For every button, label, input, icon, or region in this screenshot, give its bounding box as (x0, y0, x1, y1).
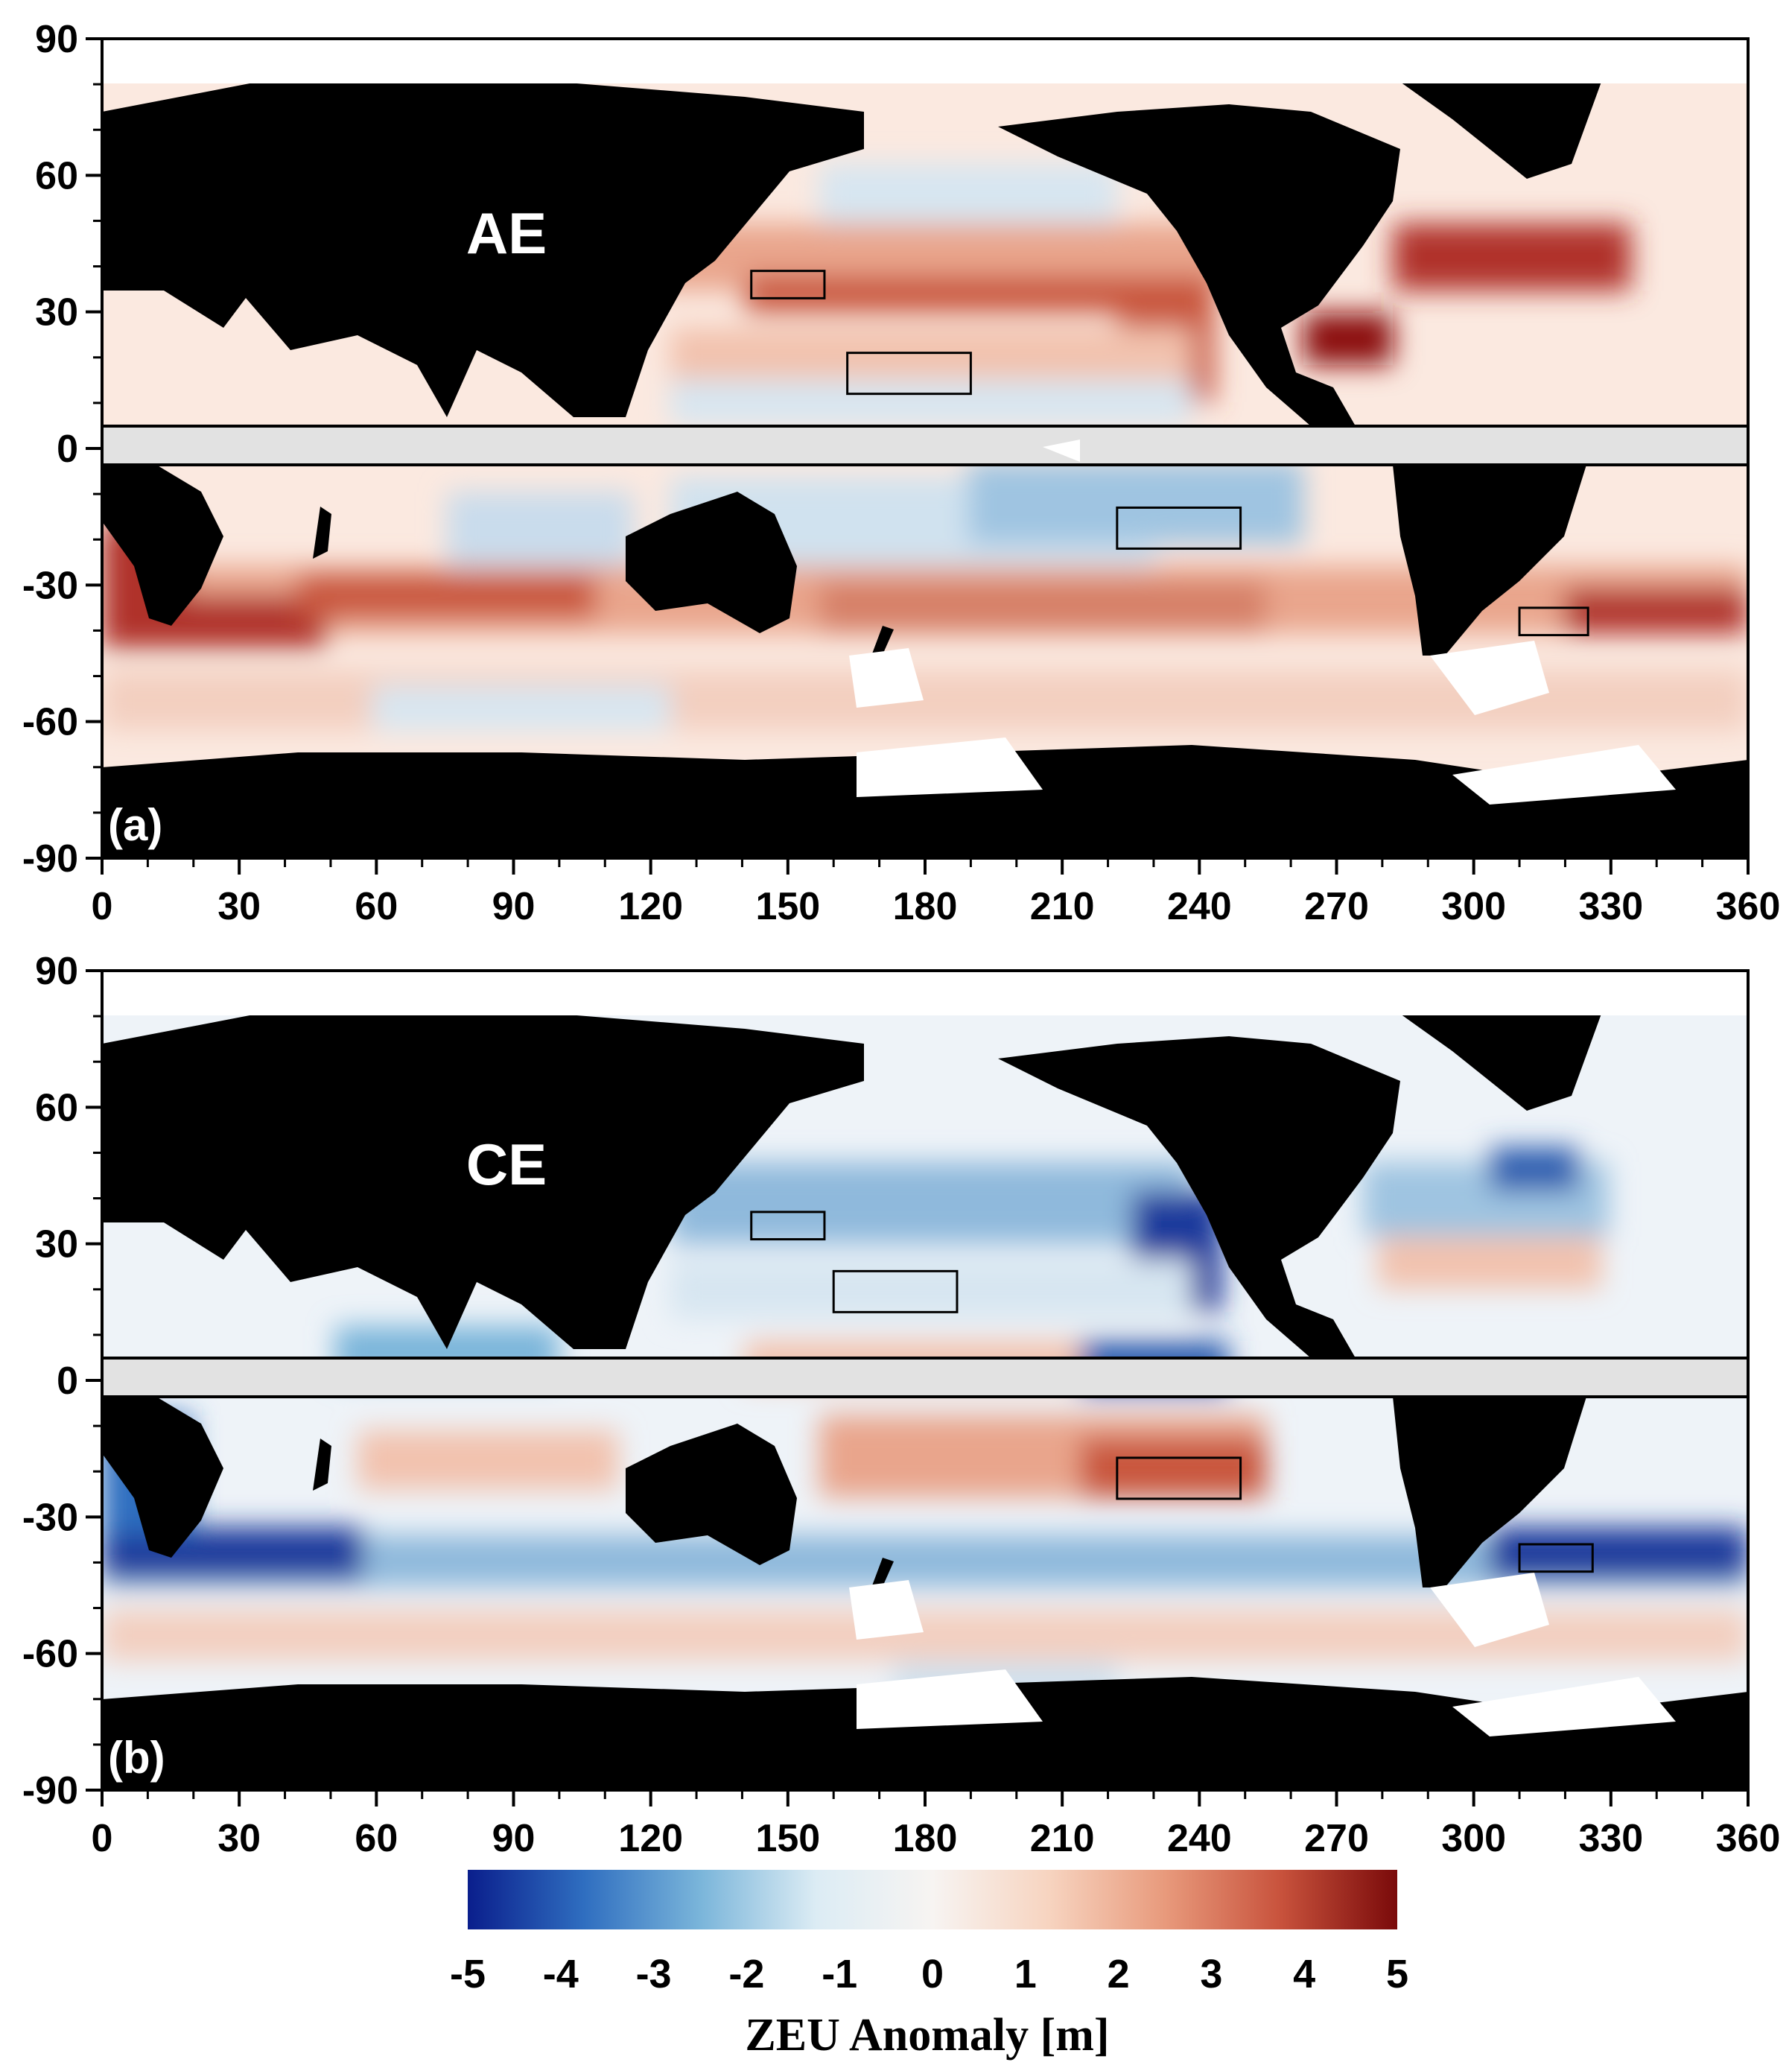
x-tick-label: 0 (92, 1817, 113, 1860)
colorbar-tick-label: -4 (543, 1952, 579, 1996)
x-tick-label: 270 (1304, 1817, 1369, 1860)
colorbar-tick-label: 2 (1108, 1952, 1130, 1996)
y-tick-label: -30 (22, 1496, 78, 1539)
x-tick-label: 30 (217, 1817, 261, 1860)
colorbar-tick-label: 3 (1200, 1952, 1222, 1996)
region-box (1116, 506, 1242, 550)
region-box (832, 1269, 959, 1313)
x-tick-label: 120 (618, 885, 683, 928)
land-b (102, 999, 1748, 1790)
colorbar-tick-label: 0 (921, 1952, 944, 1996)
region-box (750, 270, 826, 299)
ice-a (102, 39, 1748, 805)
x-tick-label: 300 (1441, 885, 1506, 928)
y-tick-label: 90 (35, 18, 78, 61)
colorbar-tick-label: -5 (450, 1952, 486, 1996)
region-boxes-b (750, 1211, 1594, 1573)
x-tick-label: 240 (1167, 1817, 1232, 1860)
ice-b (102, 971, 1748, 1736)
x-tick-label: 90 (492, 885, 536, 928)
x-tick-label: 150 (755, 1817, 820, 1860)
x-axis-b: 0 30 60 90 120 150 180 210 240 270 300 330 360 (92, 1790, 1781, 1860)
y-tick-label: -30 (22, 564, 78, 607)
region-box (750, 1211, 826, 1241)
x-tick-label: 330 (1578, 1817, 1643, 1860)
x-tick-label: 300 (1441, 1817, 1506, 1860)
x-tick-label: 360 (1716, 885, 1781, 928)
colorbar-title: ZEU Anomaly [m] (745, 2010, 1109, 2061)
x-tick-label: 150 (755, 885, 820, 928)
colorbar-tick-label: 5 (1386, 1952, 1408, 1996)
x-tick-label: 270 (1304, 885, 1369, 928)
panel-letter-a: (a) (108, 800, 162, 850)
x-tick-label: 60 (355, 885, 398, 928)
region-box (846, 352, 972, 396)
y-tick-label: -60 (22, 1633, 78, 1676)
region-box (1518, 1543, 1594, 1573)
x-tick-label: 210 (1030, 885, 1095, 928)
x-tick-label: 240 (1167, 885, 1232, 928)
y-tick-label: 0 (57, 428, 78, 471)
colorbar: -5 -4 -3 -2 -1 0 1 2 3 4 5 ZEU Anomaly [m] (450, 1870, 1408, 2061)
map-b (102, 971, 1748, 1790)
y-tick-label: 0 (57, 1360, 78, 1403)
x-tick-label: 120 (618, 1817, 683, 1860)
colorbar-ticks: -5 -4 -3 -2 -1 0 1 2 3 4 5 (450, 1952, 1408, 1996)
y-tick-label: 60 (35, 1086, 78, 1129)
y-tick-label: 30 (35, 291, 78, 334)
y-tick-label: 30 (35, 1223, 78, 1266)
x-tick-label: 210 (1030, 1817, 1095, 1860)
x-tick-label: 90 (492, 1817, 536, 1860)
y-axis-b: 90 60 30 0 -30 -60 -90 (22, 950, 102, 1812)
colorbar-tick-label: -3 (636, 1952, 672, 1996)
x-tick-label: 30 (217, 885, 261, 928)
colorbar-tick-label: -2 (728, 1952, 764, 1996)
land-a (102, 67, 1748, 858)
y-tick-label: 60 (35, 154, 78, 197)
region-box (1116, 1456, 1242, 1500)
x-tick-label: 360 (1716, 1817, 1781, 1860)
equator-band-b (102, 1357, 1748, 1398)
x-tick-label: 330 (1578, 885, 1643, 928)
map-a (102, 39, 1748, 858)
y-axis-a: 90 60 30 0 -30 -60 -90 (22, 18, 102, 881)
x-tick-label: 180 (893, 1817, 958, 1860)
equator-band-a (102, 425, 1748, 466)
y-tick-label: -60 (22, 701, 78, 744)
region-boxes-a (750, 270, 1589, 637)
colorbar-tick-label: 1 (1014, 1952, 1037, 1996)
x-tick-label: 0 (92, 885, 113, 928)
colorbar-tick-label: 4 (1293, 1952, 1315, 1996)
panel-tag-b: CE (466, 1132, 547, 1197)
y-tick-label: 90 (35, 950, 78, 993)
colorbar-tick-label: -1 (822, 1952, 857, 1996)
x-axis-a: 0 30 60 90 120 150 180 210 240 270 300 330 360 (92, 858, 1781, 928)
x-tick-label: 180 (893, 885, 958, 928)
panel-tag-a: AE (466, 200, 547, 266)
colorbar-gradient (468, 1870, 1397, 1929)
panel-letter-b: (b) (108, 1733, 165, 1783)
region-box (1518, 606, 1589, 637)
y-tick-label: -90 (22, 1769, 78, 1812)
x-tick-label: 60 (355, 1817, 398, 1860)
y-tick-label: -90 (22, 837, 78, 881)
